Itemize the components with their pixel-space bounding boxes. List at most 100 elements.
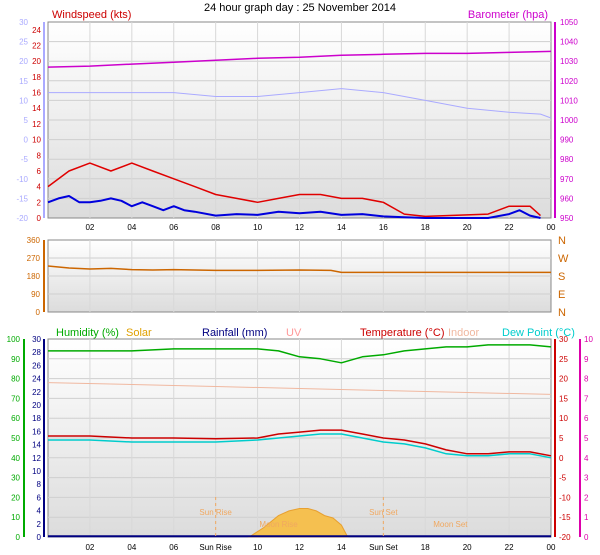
- p1-temp-tick: 5: [24, 116, 29, 125]
- p3-rain-tick: 30: [32, 335, 41, 344]
- p1-xtick: 10: [253, 223, 262, 232]
- p3-temp-tick: 0: [559, 454, 564, 463]
- p1-xtick: 06: [169, 223, 178, 232]
- p3-uv-tick: 0: [584, 533, 589, 542]
- p1-xtick: 20: [463, 223, 472, 232]
- p2-dir-tick: 90: [31, 290, 40, 299]
- p1-wind-tick: 0: [37, 214, 42, 223]
- uv-label: UV: [286, 327, 302, 339]
- p3-rain-tick: 28: [32, 348, 41, 357]
- p1-xtick: 18: [421, 223, 430, 232]
- p3-rain-tick: 22: [32, 388, 41, 397]
- p1-baro-tick: 1010: [560, 96, 578, 105]
- p2-dir-tick: 270: [27, 254, 41, 263]
- p3-rain-tick: 26: [32, 361, 41, 370]
- p3-hum-tick: 50: [11, 434, 20, 443]
- p3-rain-tick: 20: [32, 401, 41, 410]
- compass-label: E: [558, 289, 565, 301]
- p1-xtick: 08: [211, 223, 220, 232]
- p1-baro-tick: 980: [560, 155, 574, 164]
- p3-rain-tick: 10: [32, 467, 41, 476]
- series-gust_avg: [47, 195, 541, 219]
- annotation-label: Moon Rise: [259, 520, 298, 529]
- p1-wind-tick: 14: [32, 104, 41, 113]
- p3-xtick: 14: [337, 543, 346, 552]
- p1-wind-tick: 22: [32, 42, 41, 51]
- p3-hum-tick: 10: [11, 513, 20, 522]
- p1-baro-tick: 950: [560, 214, 574, 223]
- p3-rain-tick: 24: [32, 375, 41, 384]
- dewpoint-label: Dew Point (°C): [502, 327, 575, 339]
- series-baro: [47, 50, 552, 68]
- solar-label: Solar: [126, 327, 152, 339]
- indoor-label: Indoor: [448, 327, 480, 339]
- annotation-label: Moon Set: [433, 520, 468, 529]
- p3-uv-tick: 7: [584, 394, 589, 403]
- p3-xtick: 18: [421, 543, 430, 552]
- chart-title: 24 hour graph day : 25 November 2014: [204, 2, 396, 14]
- p3-uv-tick: 3: [584, 474, 589, 483]
- compass-label: N: [558, 235, 566, 247]
- p3-rain-tick: 16: [32, 427, 41, 436]
- p1-xtick: 16: [379, 223, 388, 232]
- p1-temp-tick: -10: [16, 175, 28, 184]
- compass-label: N: [558, 307, 566, 319]
- annotation-label: Sun Set: [369, 508, 398, 517]
- p3-uv-tick: 6: [584, 414, 589, 423]
- p3-rain-tick: 6: [37, 493, 42, 502]
- p3-temp-tick: 30: [559, 335, 568, 344]
- p1-xtick: 22: [505, 223, 514, 232]
- temperature-label: Temperature (°C): [360, 327, 444, 339]
- p3-xtick: 12: [295, 543, 304, 552]
- p1-wind-tick: 20: [32, 57, 41, 66]
- p3-xtick: 20: [463, 543, 472, 552]
- p3-hum-tick: 80: [11, 375, 20, 384]
- p1-temp-tick: 20: [19, 57, 28, 66]
- p1-wind-tick: 8: [37, 151, 42, 160]
- p3-temp-tick: 20: [559, 375, 568, 384]
- p3-temp-tick: -5: [559, 474, 567, 483]
- p3-hum-tick: 0: [16, 533, 21, 542]
- annotation-label: Sun Rise: [199, 508, 232, 517]
- p3-uv-tick: 10: [584, 335, 593, 344]
- p3-xtick: Sun Rise: [199, 543, 232, 552]
- p1-wind-tick: 4: [37, 183, 42, 192]
- p1-temp-tick: 0: [24, 136, 29, 145]
- p1-baro-tick: 960: [560, 194, 574, 203]
- p1-temp-tick: 30: [19, 18, 28, 27]
- p1-xtick: 04: [127, 223, 136, 232]
- p3-rain-tick: 0: [37, 533, 42, 542]
- p3-uv-tick: 8: [584, 375, 589, 384]
- p1-temp-tick: 15: [19, 77, 28, 86]
- p1-wind-tick: 6: [37, 167, 42, 176]
- p3-hum-tick: 30: [11, 474, 20, 483]
- p2-dir-tick: 0: [36, 308, 41, 317]
- p3-xtick: 06: [169, 543, 178, 552]
- p3-xtick: 00: [547, 543, 556, 552]
- series-humidity: [48, 344, 552, 364]
- p3-temp-tick: -10: [559, 493, 571, 502]
- p3-xtick: Sun Set: [369, 543, 398, 552]
- p3-rain-tick: 8: [37, 480, 42, 489]
- p3-temp-tick: -20: [559, 533, 571, 542]
- p2-dir-tick: 180: [27, 272, 41, 281]
- p3-temp-tick: 25: [559, 355, 568, 364]
- series-wind: [47, 162, 542, 218]
- p3-hum-tick: 90: [11, 355, 20, 364]
- compass-label: S: [558, 271, 565, 283]
- p1-wind-tick: 12: [32, 120, 41, 129]
- p1-wind-tick: 2: [37, 198, 42, 207]
- humidity-label: Humidity (%): [56, 327, 119, 339]
- p3-rain-tick: 4: [37, 507, 42, 516]
- p1-wind-tick: 24: [32, 26, 41, 35]
- windspeed-label: Windspeed (kts): [52, 9, 131, 21]
- p3-temp-tick: 15: [559, 394, 568, 403]
- p1-temp-tick: 10: [19, 96, 28, 105]
- series-dew: [48, 433, 552, 459]
- p1-wind-tick: 16: [32, 89, 41, 98]
- p1-temp-tick: -15: [16, 194, 28, 203]
- p1-baro-tick: 970: [560, 175, 574, 184]
- p1-wind-tick: 10: [32, 136, 41, 145]
- p2-dir-tick: 360: [27, 236, 41, 245]
